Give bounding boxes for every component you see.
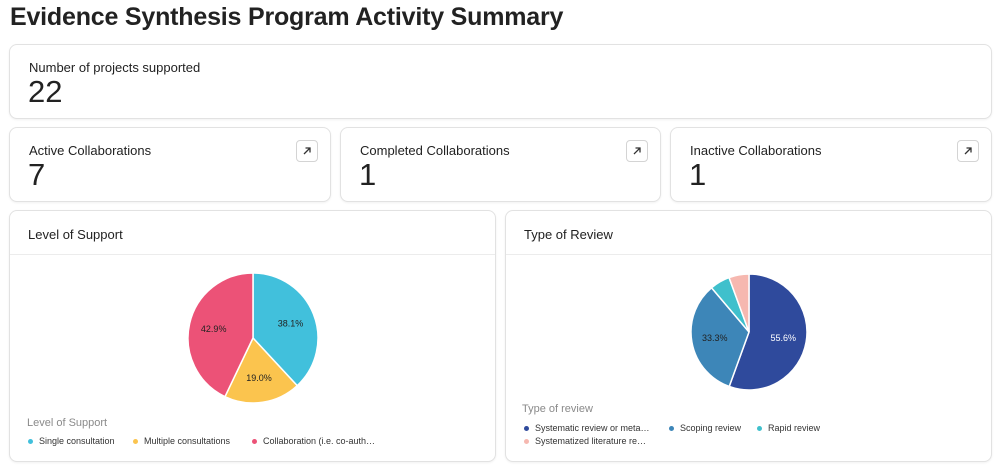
pie-slice-3[interactable] <box>728 273 750 333</box>
legend-dot <box>669 425 674 431</box>
legend-item-single-consultation[interactable]: Single consultation <box>28 436 115 446</box>
pie-slice-0[interactable] <box>728 273 808 391</box>
completed-collaborations-card: Completed Collaborations 1 <box>340 127 661 202</box>
pie-slice-2[interactable] <box>187 272 254 398</box>
legend-label: Scoping review <box>680 423 742 433</box>
type-of-review-panel: Type of Review 55.6% 33.3% Type of review… <box>505 210 992 462</box>
legend-label: Systematized literature re… <box>535 436 647 446</box>
legend-item-collaboration[interactable]: Collaboration (i.e. co-auth… <box>252 436 375 446</box>
type-of-review-legend-title: Type of review <box>522 403 593 415</box>
level-of-support-panel: Level of Support 38.1% 19.0% 42.9% Level o… <box>9 210 496 462</box>
completed-collaborations-value: 1 <box>359 157 377 192</box>
page-title: Evidence Synthesis Program Activity Summ… <box>10 3 564 31</box>
arrow-up-right-icon <box>303 147 311 155</box>
level-of-support-legend-title: Level of Support <box>27 417 108 429</box>
legend-dot <box>524 425 529 431</box>
active-collaborations-card: Active Collaborations 7 <box>9 127 331 202</box>
level-of-support-pie-chart: 38.1% 19.0% 42.9% <box>187 272 319 404</box>
panel-divider <box>506 254 991 255</box>
legend-item-scoping-review[interactable]: Scoping review <box>669 423 741 433</box>
inactive-collaborations-label: Inactive Collaborations <box>690 143 822 158</box>
arrow-up-right-icon <box>633 147 641 155</box>
pie-slice-1[interactable] <box>690 286 750 388</box>
type-of-review-title: Type of Review <box>524 227 613 242</box>
legend-item-multiple-consultations[interactable]: Multiple consultations <box>133 436 230 446</box>
legend-dot <box>252 438 257 444</box>
type-of-review-pie-chart: 55.6% 33.3% <box>690 273 808 391</box>
summary-label: Number of projects supported <box>29 60 201 75</box>
active-collaborations-value: 7 <box>28 157 46 192</box>
legend-label: Rapid review <box>768 423 821 433</box>
legend-dot <box>133 438 138 444</box>
legend-dot <box>28 438 33 444</box>
panel-divider <box>10 254 495 255</box>
legend-item-systematic-review[interactable]: Systematic review or meta… <box>524 423 650 433</box>
pie-data-label-0: 38.1% <box>278 318 304 328</box>
completed-collaborations-label: Completed Collaborations <box>360 143 510 158</box>
arrow-up-right-icon <box>964 147 972 155</box>
legend-label: Multiple consultations <box>144 436 231 446</box>
legend-dot <box>757 425 762 431</box>
pie-data-label-1: 33.3% <box>702 333 728 343</box>
pie-data-label-2: 42.9% <box>201 324 227 334</box>
completed-collaborations-open-button[interactable] <box>626 140 648 162</box>
inactive-collaborations-value: 1 <box>689 157 707 192</box>
pie-slice-1[interactable] <box>223 336 299 404</box>
active-collaborations-open-button[interactable] <box>296 140 318 162</box>
active-collaborations-label: Active Collaborations <box>29 143 152 158</box>
level-of-support-title: Level of Support <box>28 227 123 242</box>
inactive-collaborations-open-button[interactable] <box>957 140 979 162</box>
legend-dot <box>524 438 529 444</box>
summary-value: 22 <box>28 74 63 109</box>
pie-data-label-0: 55.6% <box>771 333 797 343</box>
legend-label: Collaboration (i.e. co-auth… <box>263 436 376 446</box>
legend-item-systematized-review[interactable]: Systematized literature re… <box>524 436 646 446</box>
summary-card: Number of projects supported 22 <box>9 44 992 119</box>
pie-slice-0[interactable] <box>252 272 319 387</box>
legend-label: Systematic review or meta… <box>535 423 650 433</box>
legend-item-rapid-review[interactable]: Rapid review <box>757 423 820 433</box>
pie-data-label-1: 19.0% <box>246 373 272 383</box>
inactive-collaborations-card: Inactive Collaborations 1 <box>670 127 992 202</box>
legend-label: Single consultation <box>39 436 115 446</box>
